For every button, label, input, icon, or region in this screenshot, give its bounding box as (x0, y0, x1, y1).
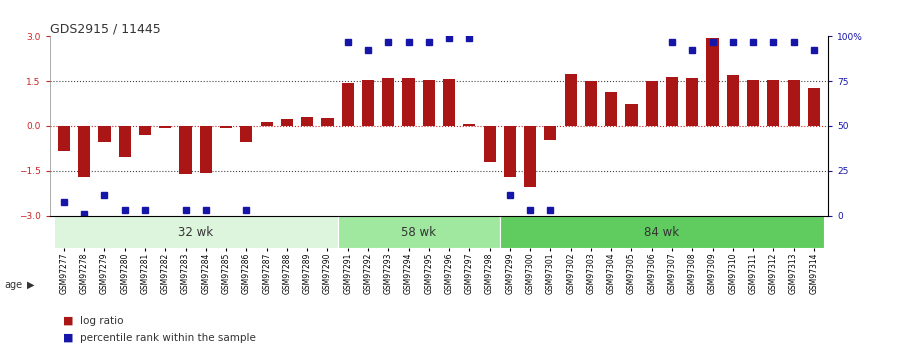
Bar (58, 126, 70, 151)
Bar (666, 77, 678, 126)
Text: age: age (5, 280, 23, 289)
Bar (281, 119, 293, 126)
Bar (261, 122, 272, 126)
Bar (686, 78, 699, 126)
Bar (403, 78, 414, 126)
Bar (301, 117, 313, 126)
Bar (625, 105, 637, 126)
Bar (423, 80, 435, 126)
Bar (463, 124, 475, 126)
Bar (220, 126, 233, 128)
Bar (645, 80, 658, 126)
Text: percentile rank within the sample: percentile rank within the sample (80, 333, 255, 343)
Bar (483, 126, 496, 162)
Bar (504, 126, 516, 177)
Bar (565, 73, 576, 126)
Text: 32 wk: 32 wk (178, 226, 214, 239)
Bar (605, 91, 617, 126)
Bar (241, 126, 252, 142)
Text: log ratio: log ratio (80, 316, 123, 326)
Text: ■: ■ (63, 316, 74, 326)
Bar (707, 38, 719, 126)
Bar (362, 80, 374, 126)
Bar (767, 80, 779, 126)
Bar (747, 80, 759, 126)
Bar (119, 126, 131, 157)
Bar (443, 79, 455, 126)
Bar (99, 126, 110, 142)
Bar (382, 78, 395, 126)
Bar (585, 80, 597, 126)
Bar (500, 216, 824, 248)
Bar (544, 126, 557, 140)
Bar (321, 118, 334, 126)
Bar (524, 126, 536, 187)
Text: 84 wk: 84 wk (644, 226, 680, 239)
Bar (200, 126, 212, 173)
Bar (159, 126, 171, 128)
Bar (787, 80, 800, 126)
Bar (78, 126, 91, 177)
Bar (338, 216, 500, 248)
Bar (179, 126, 192, 175)
Bar (139, 126, 151, 135)
Text: ▶: ▶ (27, 280, 34, 289)
Bar (727, 75, 738, 126)
Text: ■: ■ (63, 333, 74, 343)
Text: 58 wk: 58 wk (401, 226, 436, 239)
Bar (342, 82, 354, 126)
Bar (808, 88, 820, 126)
Bar (53, 216, 338, 248)
Text: GDS2915 / 11445: GDS2915 / 11445 (50, 22, 160, 35)
